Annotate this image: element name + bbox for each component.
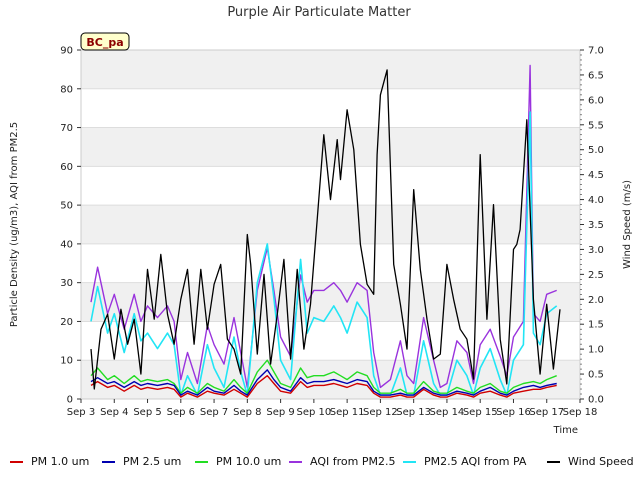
x-tick-label: Sep 17 [529,407,564,418]
legend-label: PM 1.0 um [31,455,89,468]
y-tick-label: 0 [67,395,73,406]
y2-tick-label: 4.5 [588,170,604,181]
chart-title: Purple Air Particulate Matter [227,5,411,20]
legend-label: PM2.5 AQI from PA [424,455,527,468]
y2-tick-label: 0.0 [588,395,604,406]
grid-band [81,127,580,167]
y-tick-label: 30 [60,278,73,289]
y2-tick-label: 4.0 [588,195,604,206]
x-tick-label: Sep 11 [330,407,365,418]
series-line-pm25 [90,369,557,396]
x-tick-label: Sep 3 [67,407,95,418]
x-tick-label: Sep 8 [233,407,261,418]
grid-band [81,50,580,89]
y2-tick-label: 3.0 [588,245,604,256]
y-axis-label: Particle Density (ug/m3), AQI from PM2.5 [9,122,20,327]
x-tick-label: Sep 13 [396,407,431,418]
y-tick-label: 70 [60,123,73,134]
y-tick-label: 90 [60,46,73,57]
legend-label: PM 10.0 um [216,455,281,468]
x-tick-label: Sep 7 [200,407,228,418]
legend-label: AQI from PM2.5 [310,455,395,468]
series-line-aqi_pm25 [90,64,557,389]
y2-axis-label: Wind Speed (m/s) [622,180,633,269]
x-tick-label: Sep 5 [133,407,161,418]
x-tick-label: Sep 18 [563,407,598,418]
x-axis-label: Time [553,425,578,436]
y-tick-label: 40 [60,239,73,250]
y2-tick-label: 5.0 [588,145,604,156]
x-tick-label: Sep 9 [266,407,294,418]
site-badge: BC_pa [80,32,130,51]
x-tick-label: Sep 16 [496,407,531,418]
y-axis-right: 0.0 0.5 1.0 1.5 2.0 2.5 3.0 3.5 4.0 4.5 5.0 5.5 6.0 6… [580,46,604,406]
y-tick-label: 50 [60,201,73,212]
legend-label: Wind Speed [568,455,634,468]
x-tick-label: Sep 4 [100,407,128,418]
y2-tick-label: 1.5 [588,320,604,331]
site-badge-box [80,32,130,51]
y2-tick-label: 7.0 [588,46,604,57]
x-tick-label: Sep 6 [167,407,195,418]
series-line-pa_aqi [90,111,558,396]
grid-band [81,88,580,128]
y2-tick-label: 5.5 [588,120,604,131]
series-line-pm10 [90,359,557,394]
y2-tick-label: 6.5 [588,70,604,81]
x-tick-label: Sep 14 [430,407,465,418]
y2-tick-label: 2.0 [588,295,604,306]
y2-tick-label: 1.0 [588,345,604,356]
series-line-pm1 [90,375,557,398]
y-tick-label: 80 [60,84,73,95]
y2-tick-label: 2.5 [588,270,604,281]
x-axis: Sep 3 Sep 4 Sep 5 Sep 6 Sep 7 Sep 8 Sep 9 Sep 1… [67,399,598,418]
grid-band [81,321,580,361]
legend: PM 1.0 um PM 2.5 um PM 10.0 um AQI from PM2… [10,455,634,468]
site-badge-label: BC_pa [86,36,123,49]
y2-tick-label: 0.5 [588,370,604,381]
x-tick-label: Sep 10 [296,407,331,418]
y-tick-label: 20 [60,317,73,328]
y-tick-label: 60 [60,162,73,173]
grid-band [81,243,580,283]
y-axis-left: 0 10 20 30 40 50 60 70 80 90 [60,46,81,406]
y2-tick-label: 6.0 [588,95,604,106]
plot-lines [90,64,561,398]
x-tick-label: Sep 12 [363,407,398,418]
legend-label: PM 2.5 um [123,455,181,468]
x-tick-label: Sep 15 [463,407,498,418]
y-tick-label: 10 [60,356,73,367]
y2-tick-label: 3.5 [588,220,604,231]
grid-band [81,205,580,244]
series-line-wind [90,69,561,390]
